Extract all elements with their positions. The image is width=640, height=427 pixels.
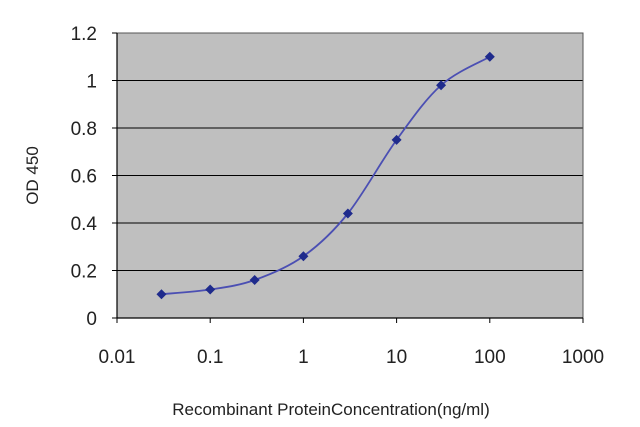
data-point (249, 275, 260, 285)
y-tick-label: 0.2 (71, 262, 97, 283)
y-axis-title: OD 450 (23, 146, 42, 205)
x-tick-label: 100 (474, 347, 506, 368)
y-tick-label: 0.4 (71, 214, 98, 235)
y-tick-label: 1 (86, 72, 97, 93)
x-tick-label: 0.01 (99, 347, 136, 368)
x-tick-label: 0.1 (197, 347, 223, 368)
data-point (298, 251, 309, 262)
data-point (342, 208, 353, 219)
x-axis-title: Recombinant ProteinConcentration(ng/ml) (172, 400, 490, 419)
data-point (436, 80, 447, 91)
y-tick-label: 0.8 (71, 119, 97, 140)
y-tick-label: 1.2 (71, 24, 97, 45)
y-tick-label: 0 (86, 309, 97, 330)
data-point (205, 284, 216, 295)
x-tick-label: 1000 (562, 347, 604, 368)
x-tick-label: 10 (386, 347, 407, 368)
x-tick-label: 1 (298, 347, 309, 368)
y-axis-tick-labels: 0 0.2 0.4 0.6 0.8 1 1.2 (71, 24, 117, 330)
data-point (156, 289, 167, 300)
x-axis-tick-labels: 0.01 0.1 1 10 100 1000 (99, 318, 604, 368)
data-point (484, 51, 495, 62)
y-tick-label: 0.6 (71, 167, 97, 188)
series-group (156, 51, 495, 300)
series-line (161, 55, 491, 296)
data-point (391, 134, 402, 145)
